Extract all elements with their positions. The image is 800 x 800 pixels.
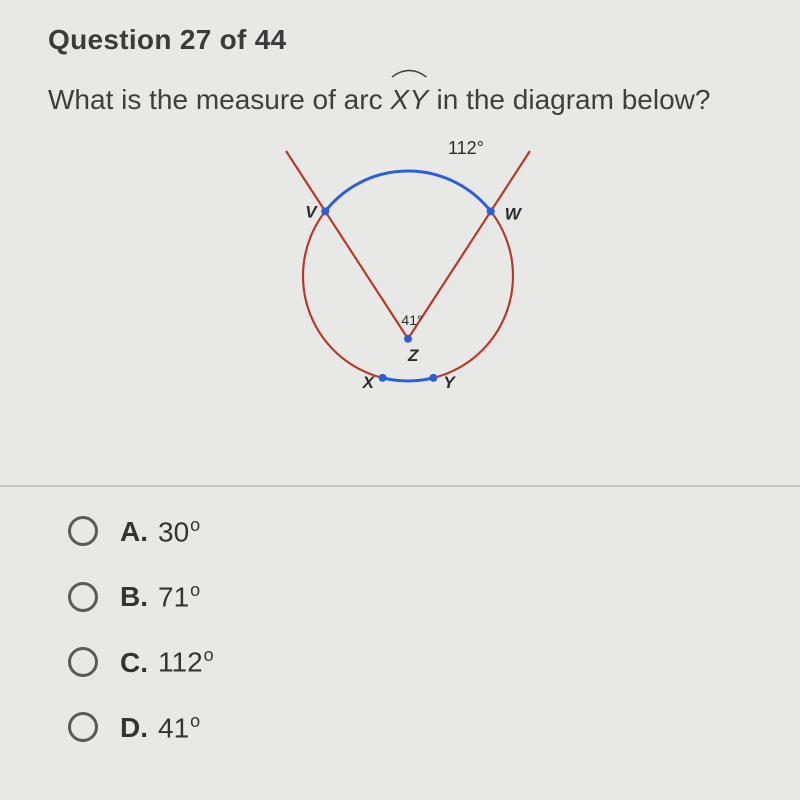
option-row-a[interactable]: A. 30o	[68, 515, 768, 548]
answer-options: A.30oB.71oC.112oD.41o	[48, 515, 768, 744]
option-letter: D.	[120, 712, 148, 743]
label-z: Z	[407, 345, 419, 364]
degree-symbol: o	[204, 645, 214, 665]
point-z	[404, 334, 412, 342]
option-value: 41	[158, 712, 189, 743]
prompt-post: in the diagram below?	[437, 84, 711, 115]
option-label: D. 41o	[120, 711, 200, 744]
question-header: Question 27 of 44	[48, 24, 768, 56]
option-value: 112	[158, 647, 203, 678]
label-v: V	[305, 202, 318, 221]
degree-symbol: o	[190, 580, 200, 600]
divider-line	[0, 485, 800, 487]
point-y	[429, 373, 437, 381]
radio-d[interactable]	[68, 712, 98, 742]
radio-c[interactable]	[68, 647, 98, 677]
arc-overline-icon	[390, 68, 428, 78]
option-row-b[interactable]: B. 71o	[68, 580, 768, 613]
arc-xy-symbol: XY	[390, 76, 428, 121]
arc-name-text: XY	[390, 84, 428, 115]
question-prompt: What is the measure of arc XY in the dia…	[48, 76, 768, 121]
option-letter: C.	[120, 647, 148, 678]
point-v	[321, 207, 329, 215]
degree-symbol: o	[190, 711, 200, 731]
secant-zw	[408, 151, 530, 339]
point-w	[487, 207, 495, 215]
option-row-d[interactable]: D. 41o	[68, 711, 768, 744]
option-value: 71	[158, 581, 189, 612]
option-row-c[interactable]: C. 112o	[68, 645, 768, 678]
option-label: C. 112o	[120, 645, 214, 678]
option-letter: B.	[120, 581, 148, 612]
arc-vw	[325, 171, 490, 211]
label-112: 112°	[448, 138, 484, 158]
label-41: 41°	[401, 311, 422, 327]
radio-a[interactable]	[68, 516, 98, 546]
radio-b[interactable]	[68, 582, 98, 612]
label-x: X	[362, 372, 376, 391]
label-w: W	[505, 204, 523, 223]
prompt-pre: What is the measure of arc	[48, 84, 390, 115]
arc-xy	[383, 377, 434, 380]
option-label: B. 71o	[120, 580, 200, 613]
diagram-container: V W X Y Z 112° 41°	[48, 131, 768, 471]
option-letter: A.	[120, 516, 148, 547]
label-y: Y	[443, 372, 456, 391]
secant-zv	[286, 151, 408, 339]
option-label: A. 30o	[120, 515, 200, 548]
point-x	[379, 373, 387, 381]
option-value: 30	[158, 516, 189, 547]
degree-symbol: o	[190, 515, 200, 535]
question-page: Question 27 of 44 What is the measure of…	[0, 0, 800, 800]
circle-diagram: V W X Y Z 112° 41°	[253, 136, 563, 466]
